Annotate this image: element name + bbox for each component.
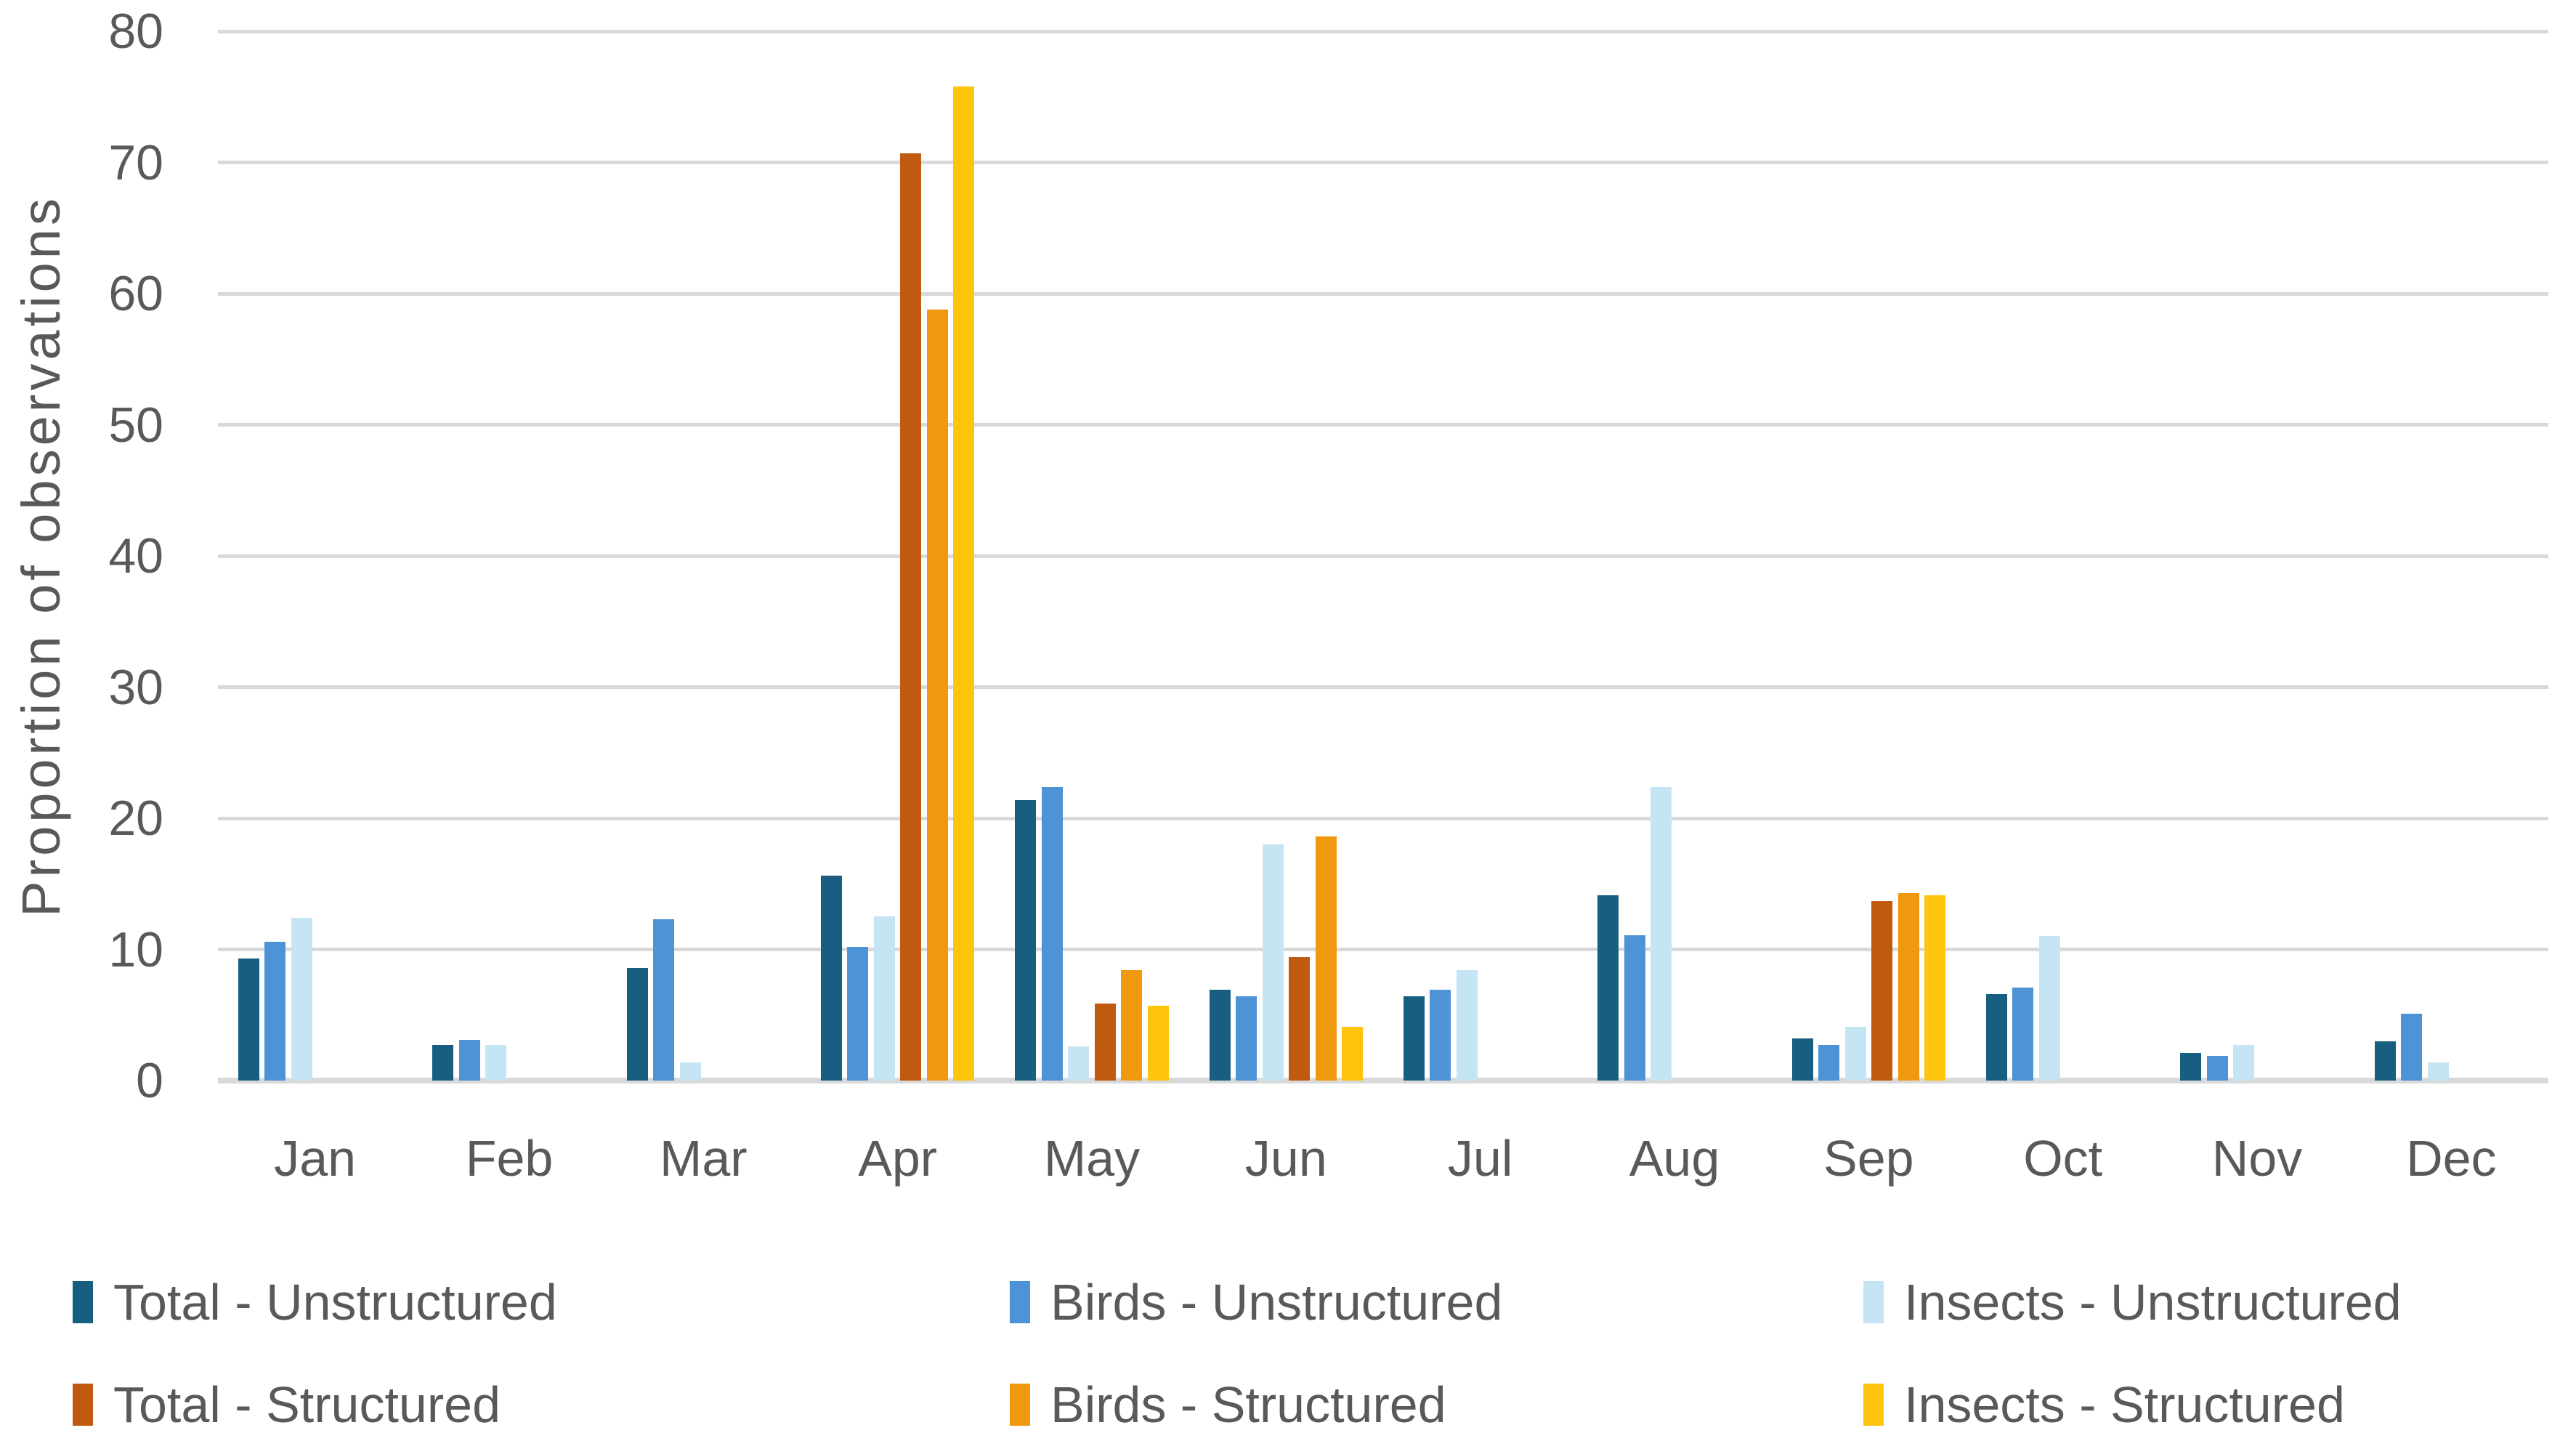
bar-oct-total-unstructured <box>1985 994 2007 1081</box>
bar-apr-insects-structured <box>953 86 975 1081</box>
bar-may-total-structured <box>1094 1004 1116 1081</box>
bar-nov-total-unstructured <box>2180 1053 2202 1081</box>
x-axis-label-feb: Feb <box>465 1130 554 1187</box>
x-axis-label-aug: Aug <box>1629 1130 1720 1187</box>
bar-may-birds-unstructured <box>1041 787 1063 1081</box>
legend-item-insects-unstructured: Insects - Unstructured <box>1863 1274 2402 1331</box>
bar-sep-total-unstructured <box>1791 1038 1813 1081</box>
bar-jan-insects-unstructured <box>291 918 312 1081</box>
bar-jan-total-unstructured <box>238 958 259 1081</box>
legend-swatch-total-structured <box>73 1384 93 1426</box>
legend-item-insects-structured: Insects - Structured <box>1863 1376 2345 1433</box>
bar-mar-insects-unstructured <box>679 1062 701 1081</box>
legend-swatch-total-unstructured <box>73 1281 93 1323</box>
y-tick-label-10: 10 <box>108 921 163 977</box>
bar-may-insects-structured <box>1147 1006 1169 1081</box>
gridline-70 <box>218 161 2548 164</box>
bar-may-insects-unstructured <box>1068 1046 1090 1081</box>
gridline-80 <box>218 29 2548 33</box>
x-axis-label-oct: Oct <box>2023 1130 2103 1187</box>
bar-apr-birds-unstructured <box>847 947 869 1081</box>
bar-aug-total-unstructured <box>1597 895 1619 1081</box>
bar-aug-insects-unstructured <box>1650 787 1672 1081</box>
bar-dec-insects-unstructured <box>2427 1062 2449 1081</box>
gridline-20 <box>218 816 2548 820</box>
bar-apr-birds-structured <box>926 310 948 1081</box>
bar-may-total-unstructured <box>1015 800 1037 1081</box>
bar-dec-total-unstructured <box>2374 1041 2396 1081</box>
x-axis-label-jan: Jan <box>274 1130 357 1187</box>
bar-jun-birds-unstructured <box>1236 996 1257 1081</box>
y-tick-label-40: 40 <box>108 528 163 584</box>
bar-mar-birds-unstructured <box>653 919 675 1081</box>
bar-jun-total-unstructured <box>1209 990 1231 1081</box>
gridline-40 <box>218 554 2548 558</box>
legend-label-birds-structured: Birds - Structured <box>1050 1376 1446 1433</box>
bar-jul-insects-unstructured <box>1456 970 1478 1081</box>
legend-label-insects-structured: Insects - Structured <box>1904 1376 2345 1433</box>
bar-sep-total-structured <box>1871 901 1893 1081</box>
y-tick-label-80: 80 <box>108 4 163 59</box>
y-tick-label-50: 50 <box>108 397 163 453</box>
bar-sep-birds-structured <box>1897 893 1919 1081</box>
legend-item-birds-unstructured: Birds - Unstructured <box>1010 1274 1502 1331</box>
bar-may-birds-structured <box>1121 970 1143 1081</box>
bar-nov-insects-unstructured <box>2233 1045 2255 1081</box>
gridline-60 <box>218 291 2548 296</box>
legend-label-total-structured: Total - Structured <box>113 1376 501 1433</box>
bar-sep-birds-unstructured <box>1818 1045 1840 1081</box>
legend-item-total-unstructured: Total - Unstructured <box>73 1274 557 1331</box>
bar-feb-birds-unstructured <box>458 1040 480 1081</box>
gridline-10 <box>218 948 2548 951</box>
bar-feb-total-unstructured <box>432 1045 454 1081</box>
x-axis-label-nov: Nov <box>2211 1130 2303 1187</box>
y-tick-label-0: 0 <box>136 1053 163 1108</box>
bar-oct-birds-unstructured <box>2012 988 2034 1081</box>
x-axis-label-may: May <box>1043 1130 1141 1187</box>
bar-jan-birds-unstructured <box>264 942 286 1081</box>
gridline-0 <box>218 1078 2548 1083</box>
bar-jun-insects-unstructured <box>1262 844 1284 1081</box>
bar-jun-insects-structured <box>1342 1027 1364 1081</box>
y-tick-label-60: 60 <box>108 266 163 321</box>
bar-oct-insects-unstructured <box>2038 936 2060 1081</box>
bar-aug-birds-unstructured <box>1624 935 1645 1081</box>
bar-apr-total-structured <box>900 153 922 1081</box>
legend-label-insects-unstructured: Insects - Unstructured <box>1904 1274 2402 1331</box>
legend-swatch-birds-unstructured <box>1010 1281 1030 1323</box>
y-tick-label-20: 20 <box>108 791 163 846</box>
x-axis-label-jul: Jul <box>1447 1130 1513 1187</box>
x-axis-label-mar: Mar <box>660 1130 748 1187</box>
bar-sep-insects-unstructured <box>1844 1027 1866 1081</box>
gridline-50 <box>218 423 2548 427</box>
bar-mar-total-unstructured <box>626 968 648 1081</box>
legend-item-birds-structured: Birds - Structured <box>1010 1376 1446 1433</box>
bar-jul-total-unstructured <box>1403 996 1425 1081</box>
legend-swatch-insects-unstructured <box>1863 1281 1884 1323</box>
legend-item-total-structured: Total - Structured <box>73 1376 501 1433</box>
bar-jun-birds-structured <box>1315 836 1337 1081</box>
bar-feb-insects-unstructured <box>485 1045 507 1081</box>
bar-sep-insects-structured <box>1924 895 1946 1081</box>
legend-label-birds-unstructured: Birds - Unstructured <box>1050 1274 1503 1331</box>
bar-jun-total-structured <box>1289 957 1311 1081</box>
gridline-30 <box>218 685 2548 689</box>
bar-dec-birds-unstructured <box>2401 1014 2423 1081</box>
x-axis-label-apr: Apr <box>858 1130 938 1187</box>
legend-swatch-birds-structured <box>1010 1384 1030 1426</box>
legend-swatch-insects-structured <box>1863 1384 1884 1426</box>
y-tick-label-30: 30 <box>108 659 163 715</box>
y-tick-label-70: 70 <box>108 134 163 190</box>
x-axis-label-dec: Dec <box>2406 1130 2497 1187</box>
bar-apr-total-unstructured <box>820 876 842 1081</box>
bar-nov-birds-unstructured <box>2206 1056 2228 1081</box>
bar-jul-birds-unstructured <box>1430 990 1451 1081</box>
x-axis-label-sep: Sep <box>1823 1130 1914 1187</box>
x-axis-label-jun: Jun <box>1244 1130 1327 1187</box>
bar-apr-insects-unstructured <box>873 916 895 1081</box>
legend-label-total-unstructured: Total - Unstructured <box>113 1274 557 1331</box>
